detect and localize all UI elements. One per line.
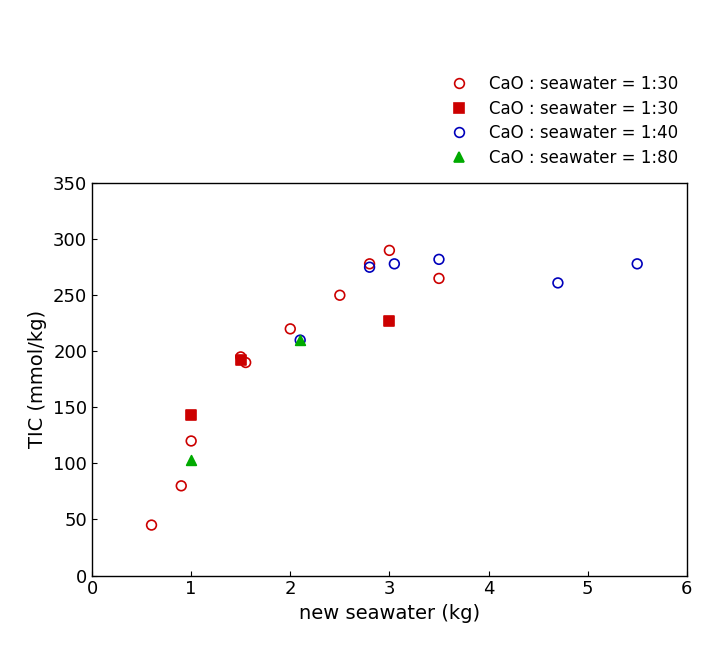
Y-axis label: TIC (mmol/kg): TIC (mmol/kg) [28,310,47,449]
Point [364,262,375,273]
Point [185,455,197,465]
Point [285,324,296,334]
Legend: CaO : seawater = 1:30, CaO : seawater = 1:30, CaO : seawater = 1:40, CaO : seawa: CaO : seawater = 1:30, CaO : seawater = … [442,75,678,167]
X-axis label: new seawater (kg): new seawater (kg) [299,604,480,623]
Point [384,245,395,256]
Point [433,254,445,265]
Point [384,316,395,326]
Point [240,357,251,368]
Point [552,278,564,288]
Point [235,355,246,366]
Point [364,258,375,269]
Point [433,273,445,284]
Point [295,335,306,345]
Point [295,335,306,345]
Point [235,352,246,362]
Point [632,258,643,269]
Point [389,258,400,269]
Point [334,290,346,300]
Point [185,436,197,446]
Point [176,481,187,491]
Point [146,520,157,530]
Point [185,410,197,421]
